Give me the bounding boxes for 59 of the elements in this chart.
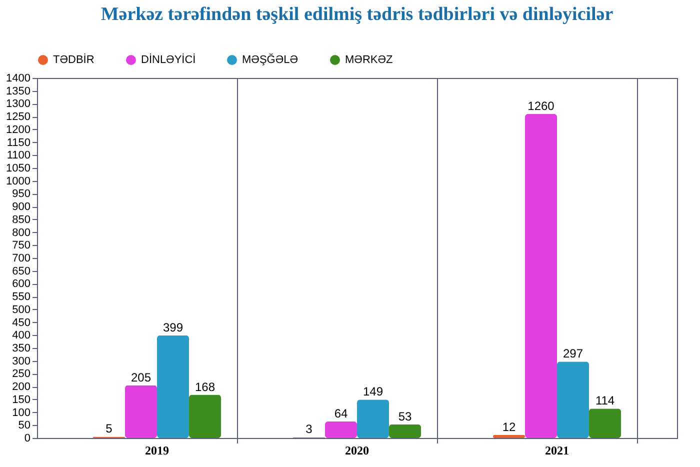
data-label: 64 xyxy=(334,406,348,421)
bar xyxy=(325,422,357,438)
y-tick-label: 0 xyxy=(24,432,30,444)
data-label: 5 xyxy=(106,422,113,436)
y-tick-label: 700 xyxy=(12,252,30,264)
legend-label: MƏRKƏZ xyxy=(345,54,393,66)
x-tick-label: 2020 xyxy=(345,444,369,458)
y-tick-label: 1250 xyxy=(6,111,30,124)
bar xyxy=(357,400,389,438)
bar xyxy=(525,114,557,438)
data-label: 205 xyxy=(130,370,152,384)
y-tick-label: 500 xyxy=(12,304,30,316)
y-tick-label: 1100 xyxy=(6,150,30,162)
bar xyxy=(189,394,221,438)
chart-title: Mərkəz tərəfindən təşkil edilmiş tədris tədbirləri və dinləyicilər xyxy=(100,4,614,25)
y-tick-label: 800 xyxy=(12,226,30,239)
data-label: 399 xyxy=(162,320,184,334)
y-tick-label: 1150 xyxy=(6,136,30,149)
y-tick-label: 650 xyxy=(12,265,30,278)
y-tick-label: 250 xyxy=(12,368,30,380)
y-tick-label: 50 xyxy=(18,420,30,432)
x-tick-label: 2021 xyxy=(545,444,569,458)
y-tick-label: 150 xyxy=(12,394,30,406)
data-label: 149 xyxy=(362,384,384,399)
y-tick-label: 1300 xyxy=(6,98,30,110)
y-tick-label: 850 xyxy=(12,214,30,226)
y-tick-label: 1000 xyxy=(6,175,30,188)
y-tick-label: 450 xyxy=(12,316,30,329)
y-tick-label: 950 xyxy=(12,188,30,200)
data-label: 3 xyxy=(306,422,313,436)
y-tick-label: 100 xyxy=(12,406,30,419)
bar xyxy=(389,424,421,438)
bar xyxy=(589,408,621,438)
bar xyxy=(125,385,157,438)
y-tick-label: 600 xyxy=(12,278,30,290)
y-tick-label: 200 xyxy=(12,381,30,394)
legend-label: DİNLƏYİCİ xyxy=(141,53,196,66)
legend-label: TƏDBİR xyxy=(53,53,94,66)
y-tick-label: 1050 xyxy=(6,162,30,174)
y-tick-label: 550 xyxy=(12,291,30,304)
y-tick-label: 400 xyxy=(12,330,30,342)
bar xyxy=(557,362,589,438)
y-tick-label: 300 xyxy=(12,355,30,368)
bar xyxy=(493,434,525,438)
data-label: 12 xyxy=(502,420,516,434)
y-tick-label: 1350 xyxy=(6,85,30,98)
y-tick-label: 1200 xyxy=(6,124,30,136)
data-label: 168 xyxy=(194,380,216,394)
legend-label: MƏŞĞƏLƏ xyxy=(242,53,298,66)
data-label: 114 xyxy=(595,394,615,408)
bar xyxy=(157,335,189,438)
y-tick-label: 350 xyxy=(12,342,30,354)
data-label: 53 xyxy=(398,409,412,424)
y-tick-label: 1400 xyxy=(6,72,30,84)
y-tick-label: 900 xyxy=(12,201,30,214)
y-tick-label: 750 xyxy=(12,240,30,252)
data-label: 1260 xyxy=(528,99,555,113)
data-label: 297 xyxy=(562,346,584,361)
x-tick-label: 2019 xyxy=(145,444,169,458)
